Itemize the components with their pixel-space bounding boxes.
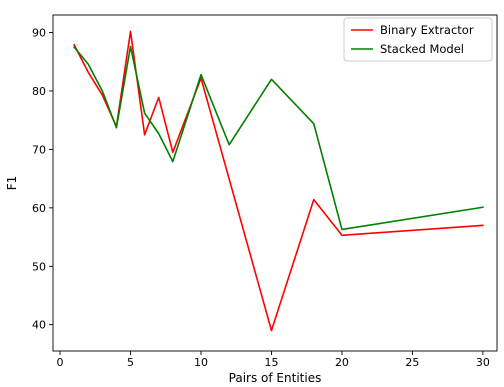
legend-label-1: Binary Extractor bbox=[380, 23, 474, 37]
plot-frame bbox=[52, 14, 498, 352]
series-line-1 bbox=[73, 30, 484, 332]
legend-label-2: Stacked Model bbox=[380, 42, 464, 56]
series-layer bbox=[73, 30, 484, 332]
x-tick-label: 15 bbox=[264, 356, 278, 369]
y-tick-label: 40 bbox=[32, 319, 46, 332]
x-tick-label: 30 bbox=[476, 356, 490, 369]
series-line-2 bbox=[73, 45, 484, 231]
x-tick-label: 25 bbox=[405, 356, 419, 369]
x-tick-label: 5 bbox=[127, 356, 134, 369]
y-tick-label: 50 bbox=[32, 260, 46, 273]
y-axis-label: F1 bbox=[5, 176, 19, 191]
x-tick-label: 0 bbox=[57, 356, 64, 369]
y-tick-label: 80 bbox=[32, 85, 46, 98]
legend: Binary Extractor Stacked Model bbox=[343, 17, 493, 62]
y-tick-label: 60 bbox=[32, 202, 46, 215]
x-axis-label: Pairs of Entities bbox=[229, 371, 322, 385]
x-tick-label: 20 bbox=[335, 356, 349, 369]
ticks-layer: 0 5 10 15 20 25 30 40 50 60 70 80 90 bbox=[32, 27, 490, 369]
legend-box bbox=[343, 17, 493, 62]
axes-layer bbox=[52, 14, 498, 352]
x-tick-label: 10 bbox=[194, 356, 208, 369]
y-tick-label: 90 bbox=[32, 27, 46, 40]
y-tick-label: 70 bbox=[32, 143, 46, 156]
